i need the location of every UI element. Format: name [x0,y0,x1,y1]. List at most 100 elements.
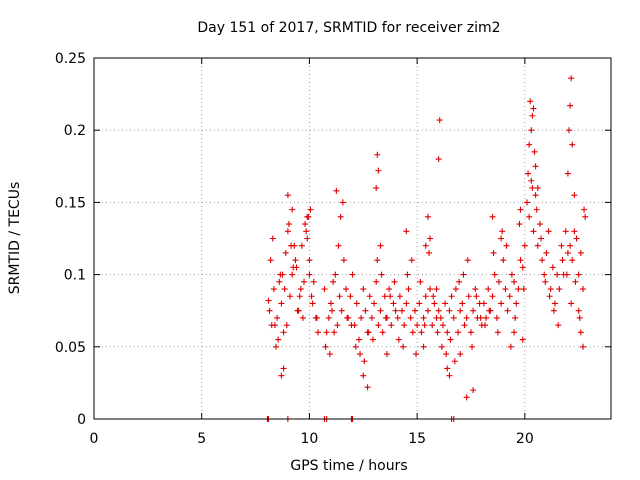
data-point [292,257,299,264]
data-point [480,300,487,307]
data-point [520,286,527,293]
data-point [437,314,444,321]
data-point [504,307,511,314]
data-point [463,314,470,321]
data-point [569,141,576,148]
data-point [457,307,464,314]
data-point [421,322,428,329]
data-point [567,102,574,109]
data-point [269,235,276,242]
data-point [429,322,436,329]
data-point [422,293,429,300]
data-point [526,213,533,220]
y-tick-label: 0.1 [64,268,86,284]
grid-lines [94,58,611,419]
data-point [307,206,314,213]
data-point [373,278,380,285]
data-point [579,286,586,293]
data-point [395,336,402,343]
data-point [325,314,332,321]
data-point [302,221,309,228]
data-point [386,286,393,293]
data-point [285,221,292,228]
data-point [539,257,546,264]
data-point [379,329,386,336]
data-point [434,329,441,336]
x-tick-label: 0 [90,431,99,447]
data-point [360,286,367,293]
data-point [491,271,498,278]
data-point [529,184,536,191]
data-point [564,249,571,256]
data-point [391,278,398,285]
data-point [507,343,514,350]
data-point [282,249,289,256]
data-point [582,213,589,220]
data-point [358,314,365,321]
data-point [500,257,507,264]
data-point [517,206,524,213]
data-point [568,300,575,307]
data-point [519,336,526,343]
data-point [284,228,291,235]
data-point [550,307,557,314]
data-point [368,314,375,321]
data-point [375,322,382,329]
data-point [306,271,313,278]
data-point [392,307,399,314]
data-point [554,271,561,278]
data-point [489,293,496,300]
data-point [473,293,480,300]
y-tick-label: 0.05 [55,340,86,356]
data-point [424,307,431,314]
data-point [545,228,552,235]
data-point [329,307,336,314]
data-point [477,314,484,321]
data-point [344,314,351,321]
data-point [331,329,338,336]
x-tick-label: 15 [408,431,426,447]
data-point [287,293,294,300]
data-point [273,343,280,350]
x-tick-label: 10 [301,431,319,447]
data-point [274,314,281,321]
data-point [284,192,291,199]
data-point [394,314,401,321]
data-point [281,286,288,293]
data-point [494,329,501,336]
data-point [405,286,412,293]
data-point [294,307,301,314]
data-point [353,300,360,307]
axis-ticks: 0 0.05 0.1 0.15 0.2 0.25 0 5 10 15 20 [55,51,611,447]
x-tick-label: 5 [197,431,206,447]
data-point [330,278,337,285]
data-point [563,271,570,278]
data-point [581,206,588,213]
data-point [532,163,539,170]
data-point [568,75,575,82]
data-point [420,314,427,321]
data-point [470,307,477,314]
data-point [493,314,500,321]
data-point [532,192,539,199]
data-point [446,372,453,379]
data-point [541,271,548,278]
data-point [486,307,493,314]
data-point [451,358,458,365]
data-point [417,278,424,285]
data-point [511,278,518,285]
data-point [401,322,408,329]
data-point [528,177,535,184]
data-point [361,358,368,365]
data-point [355,336,362,343]
data-point [508,271,515,278]
data-point [357,351,364,358]
data-point [446,307,453,314]
data-point [408,257,415,264]
data-point [435,307,442,314]
data-point [332,271,339,278]
data-point [534,184,541,191]
data-point [562,228,569,235]
data-point [467,329,474,336]
data-point [431,300,438,307]
